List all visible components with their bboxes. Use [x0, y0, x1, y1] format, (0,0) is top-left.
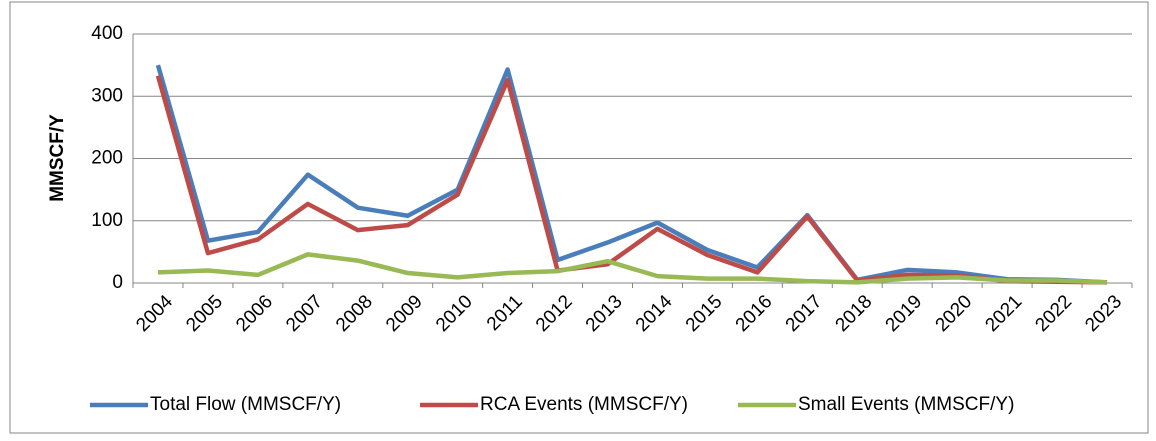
y-tick-label: 0 [112, 272, 123, 293]
legend-label: Total Flow (MMSCF/Y) [150, 394, 341, 415]
chart-border [9, 1, 1149, 434]
legend-label: RCA Events (MMSCF/Y) [480, 394, 688, 415]
y-tick-label: 100 [91, 210, 123, 231]
y-tick-label: 400 [91, 23, 123, 44]
series-line [157, 252, 1108, 285]
legend-label: Small Events (MMSCF/Y) [798, 394, 1014, 415]
y-tick-label: 200 [91, 148, 123, 169]
y-tick-label: 300 [91, 85, 123, 106]
y-axis-label: MMSCF/Y [47, 114, 68, 202]
series-line [155, 64, 1108, 285]
